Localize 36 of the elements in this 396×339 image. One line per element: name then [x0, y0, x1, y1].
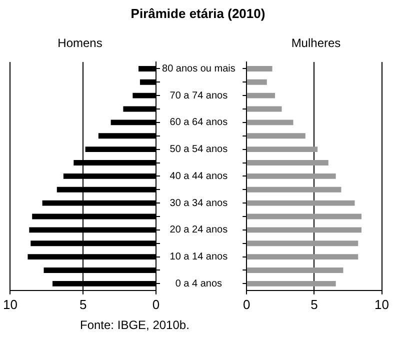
- y-tick-label: 10 a 14 anos: [170, 252, 228, 263]
- x-tick-label: 0: [243, 296, 250, 312]
- y-tick-label: 0 a 4 anos: [175, 278, 222, 290]
- bar: [247, 280, 336, 286]
- y-tick-label: 40 a 44 anos: [170, 170, 228, 182]
- chart-subtitle: Homens: [56, 36, 104, 52]
- bar: [247, 133, 306, 139]
- bar: [247, 120, 294, 126]
- bar: [247, 66, 272, 72]
- y-tick-label: 70 a 74 anos: [170, 90, 228, 102]
- y-tick-label: 30 a 34 anos: [170, 198, 228, 209]
- bar: [247, 92, 275, 98]
- bar: [247, 200, 355, 206]
- y-tick-label: 60 a 64 anos: [170, 117, 228, 128]
- text: Pirâmide etária (2010): [130, 6, 266, 21]
- bar: [247, 254, 358, 260]
- x-tick-label: 0: [152, 296, 160, 312]
- y-tick-label: 20 a 24 anos: [170, 224, 228, 236]
- source-note: Fonte: IBGE, 2010b.: [80, 318, 190, 332]
- bar: [247, 106, 282, 112]
- bar: [247, 146, 318, 152]
- x-tick-label: 5: [310, 296, 318, 312]
- bar: [247, 173, 336, 179]
- y-tick-label: 50 a 54 anos: [170, 144, 228, 156]
- bar: [247, 160, 328, 166]
- x-tick-label: 5: [80, 296, 87, 312]
- bar: [247, 268, 344, 273]
- y-tick-label: 80 anos ou mais: [162, 63, 236, 74]
- bar: [247, 240, 358, 246]
- bar: [247, 79, 267, 85]
- bar: [247, 227, 362, 233]
- chart-subtitle: Mulheres: [290, 36, 342, 52]
- bar: [247, 214, 362, 220]
- x-tick-label: 10: [2, 296, 18, 312]
- x-tick-label: 10: [374, 296, 390, 312]
- bar: [247, 186, 342, 192]
